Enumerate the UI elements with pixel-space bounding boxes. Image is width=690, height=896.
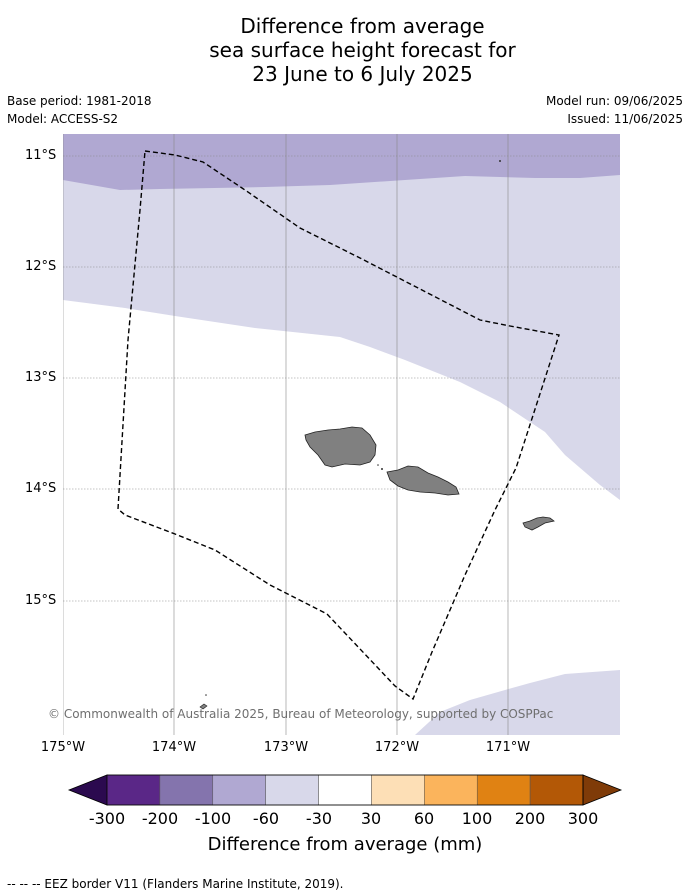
- upolu-island: [386, 465, 460, 496]
- lon-label-174w: 174°W: [151, 740, 197, 755]
- base-period: Base period: 1981-2018: [7, 94, 152, 108]
- graticule: [63, 134, 620, 735]
- colorbar-tick: 30: [360, 809, 382, 828]
- colorbar-segment: [318, 774, 372, 806]
- colorbar: [67, 774, 623, 806]
- issued-date: Issued: 11/06/2025: [567, 112, 683, 126]
- lat-label-12s: 12°S: [25, 259, 57, 274]
- colorbar-tick: -200: [141, 809, 179, 828]
- lon-label-171w: 171°W: [485, 740, 531, 755]
- savaii-island: [304, 426, 377, 468]
- lat-label-11s: 11°S: [25, 148, 57, 163]
- anomaly-band-light: [63, 134, 620, 500]
- islet-south: [199, 703, 208, 710]
- lon-label-172w: 172°W: [374, 740, 420, 755]
- lat-label-15s: 15°S: [25, 593, 57, 608]
- colorbar-outline: [106, 774, 584, 806]
- model-run: Model run: 09/06/2025: [545, 94, 683, 108]
- tutuila-island: [522, 516, 555, 531]
- anomaly-patch-southeast: [415, 670, 620, 735]
- colorbar-tick: 200: [514, 809, 546, 828]
- colorbar-label: Difference from average (mm): [207, 834, 483, 855]
- islet-swains: [499, 160, 501, 162]
- colorbar-tick: -100: [194, 809, 232, 828]
- map-title: Difference from average sea surface heig…: [0, 14, 690, 86]
- colorbar-tick: -60: [252, 809, 280, 828]
- eez-border: [117, 150, 560, 701]
- model-name: Model: ACCESS-S2: [7, 112, 119, 126]
- lon-label-173w: 173°W: [263, 740, 309, 755]
- colorbar-segment: [476, 774, 531, 806]
- colorbar-segment: [106, 774, 161, 806]
- colorbar-segment: [212, 774, 266, 806]
- lon-label-175w: 175°W: [40, 740, 86, 755]
- colorbar-tick: -300: [88, 809, 126, 828]
- islet-apolima: [381, 468, 383, 470]
- colorbar-tick: 100: [461, 809, 493, 828]
- colorbar-segment: [159, 774, 214, 806]
- colorbar-tick: 60: [413, 809, 435, 828]
- colorbar-segment: [424, 774, 478, 806]
- islet-south-2: [205, 694, 207, 696]
- title-line-1: Difference from average: [240, 14, 485, 38]
- colorbar-tick: -30: [305, 809, 333, 828]
- colorbar-segment: [265, 774, 319, 806]
- lat-label-14s: 14°S: [25, 481, 57, 496]
- colorbar-segment: [371, 774, 425, 806]
- colorbar-extend-low: [67, 774, 108, 806]
- anomaly-band-dark: [63, 134, 620, 190]
- colorbar-tick: 300: [567, 809, 599, 828]
- title-line-3: 23 June to 6 July 2025: [252, 62, 473, 86]
- eez-legend-note: -- -- -- EEZ border V11 (Flanders Marine…: [7, 877, 344, 891]
- islet-manono: [377, 464, 379, 466]
- colorbar-extend-high: [582, 774, 623, 806]
- lat-label-13s: 13°S: [25, 370, 57, 385]
- colorbar-segment: [529, 774, 584, 806]
- copyright-notice: © Commonwealth of Australia 2025, Bureau…: [48, 707, 554, 721]
- title-line-2: sea surface height forecast for: [209, 38, 516, 62]
